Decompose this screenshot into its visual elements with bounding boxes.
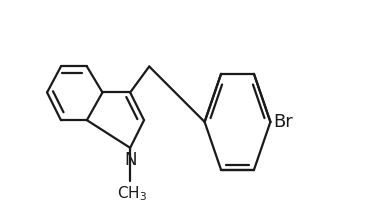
Text: Br: Br [273, 113, 293, 131]
Text: CH$_3$: CH$_3$ [117, 184, 147, 203]
Text: N: N [124, 151, 136, 169]
